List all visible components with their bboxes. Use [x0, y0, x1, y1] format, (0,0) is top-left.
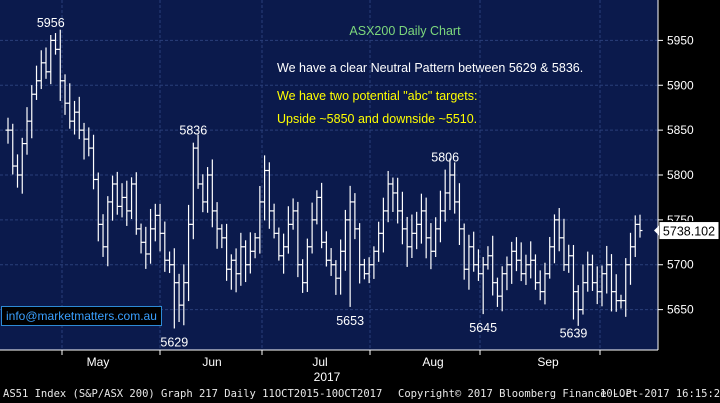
grid-lines — [0, 0, 658, 350]
y-tick-label: 5900 — [667, 78, 694, 92]
y-tick-label: 5650 — [667, 303, 694, 317]
annotation-upside-downside: Upside ~5850 and downside ~5510. — [277, 112, 477, 126]
x-month-label: May — [87, 355, 110, 369]
price-label: 5653 — [336, 314, 364, 328]
x-axis: May Jun Jul Aug Sep 2017 — [0, 349, 658, 384]
contact-email-badge[interactable]: info@marketmatters.com.au — [1, 306, 162, 326]
y-tick-label: 5850 — [667, 123, 694, 137]
x-month-label: Jun — [202, 355, 221, 369]
footer-timestamp: 10-Oct-2017 16:15:20 — [600, 388, 720, 400]
footer-copyright: Copyright© 2017 Bloomberg Finance L.P. — [398, 388, 639, 400]
annotation-abc-targets: We have two potential "abc" targets: — [277, 89, 477, 103]
footer-security-info: AS51 Index (S&P/ASX 200) Graph 217 Daily… — [3, 388, 383, 400]
y-tick-label: 5950 — [667, 33, 694, 47]
price-labels: 5956 5629 5836 5653 5806 5645 5639 — [37, 16, 588, 349]
price-label: 5836 — [179, 124, 207, 138]
last-price-label: 5738.102 — [663, 225, 715, 239]
chart-title: ASX200 Daily Chart — [349, 24, 461, 38]
last-price-arrow — [654, 225, 659, 236]
annotation-neutral-pattern: We have a clear Neutral Pattern between … — [277, 61, 583, 75]
x-month-label: Jul — [312, 355, 327, 369]
plot-area — [0, 0, 658, 350]
price-label: 5645 — [469, 321, 497, 335]
x-year-label: 2017 — [314, 370, 341, 384]
footer-bar: AS51 Index (S&P/ASX 200) Graph 217 Daily… — [0, 386, 720, 403]
price-label: 5639 — [560, 326, 588, 340]
y-tick-label: 5800 — [667, 168, 694, 182]
price-label: 5629 — [160, 335, 188, 349]
last-price-marker: 5738.102 — [654, 221, 720, 241]
y-tick-label: 5700 — [667, 258, 694, 272]
x-month-label: Sep — [537, 355, 559, 369]
x-month-label: Aug — [422, 355, 443, 369]
price-label: 5806 — [431, 151, 459, 165]
price-label: 5956 — [37, 16, 65, 30]
ohlc-bars — [5, 29, 643, 329]
